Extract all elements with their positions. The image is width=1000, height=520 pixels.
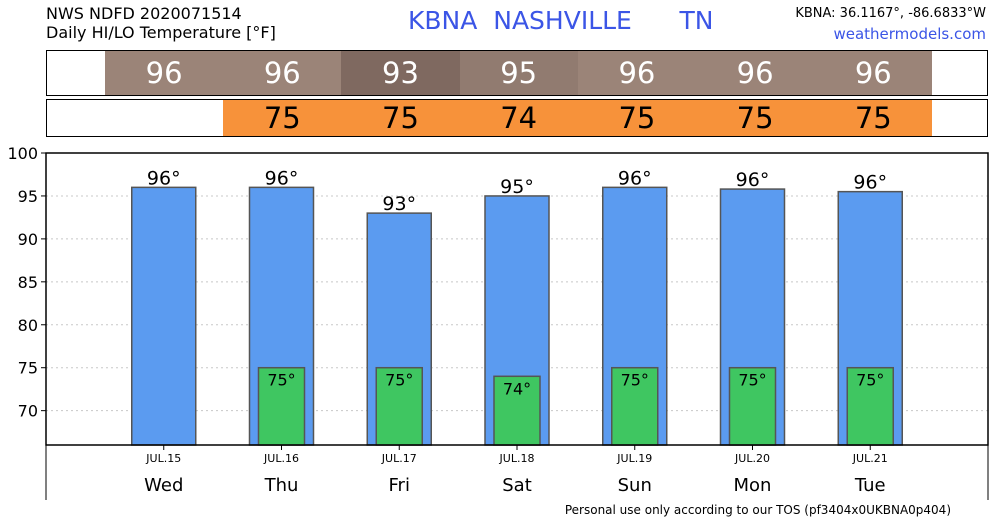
hi-cell-1: 96: [105, 51, 224, 95]
station-title: KBNA NASHVILLE TN: [408, 6, 714, 35]
lo-bar: [493, 375, 541, 446]
hi-cell-5: 96: [577, 51, 696, 95]
lo-value-label: 74°: [503, 379, 531, 398]
hi-value-label: 96°: [853, 172, 887, 194]
lo-bar: [611, 366, 659, 446]
x-date-label: JUL.20: [734, 452, 770, 465]
x-date-label: JUL.16: [263, 452, 299, 465]
y-tick-label: 95: [18, 187, 38, 206]
header-info: NWS NDFD 2020071514 Daily HI/LO Temperat…: [46, 4, 276, 42]
y-tick-label: 85: [18, 273, 38, 292]
x-date-label: JUL.19: [616, 452, 652, 465]
lo-value-label: 75°: [621, 371, 649, 390]
hi-cell-7: 96: [814, 51, 933, 95]
hi-value-label: 95°: [500, 176, 534, 198]
hi-value-label: 93°: [382, 193, 416, 215]
hi-cell-2: 96: [223, 51, 342, 95]
lo-cell-3: 75: [341, 100, 460, 136]
y-tick-label: 75: [18, 359, 38, 378]
lo-temperature-band: 75 75 74 75 75 75: [46, 99, 988, 137]
x-date-label: JUL.21: [852, 452, 888, 465]
lo-value-label: 75°: [738, 371, 766, 390]
x-day-label: Wed: [144, 475, 183, 496]
x-day-label: Sun: [618, 475, 652, 496]
product-label: Daily HI/LO Temperature [°F]: [46, 23, 276, 42]
hi-cell-4: 95: [459, 51, 578, 95]
lo-bar: [728, 366, 777, 446]
hi-value-label: 96°: [265, 167, 299, 189]
lo-cell-5: 75: [577, 100, 696, 136]
lo-bar: [846, 366, 894, 446]
x-date-label: JUL.17: [381, 452, 417, 465]
y-tick-label: 90: [18, 230, 38, 249]
lo-cell-4: 74: [459, 100, 578, 136]
hi-value-label: 96°: [618, 167, 652, 189]
lo-value-label: 75°: [385, 371, 413, 390]
lo-cell-2: 75: [223, 100, 342, 136]
x-day-label: Tue: [854, 475, 886, 496]
x-day-label: Sat: [502, 475, 532, 496]
x-date-label: JUL.18: [499, 452, 535, 465]
footer-note: Personal use only according to our TOS (…: [564, 503, 951, 517]
hi-value-label: 96°: [147, 167, 181, 189]
header-right: KBNA: 36.1167°, -86.6833°W weathermodels…: [795, 4, 986, 44]
x-day-label: Fri: [389, 475, 410, 496]
y-tick-label: 70: [18, 402, 38, 421]
y-tick-label: 80: [18, 316, 38, 335]
temperature-chart: 70 75 80 85 90 95 100 96° 96° 75° 93° 75° 95° 74° 96° 7…: [7, 144, 989, 500]
hi-bar: [131, 186, 197, 446]
lo-value-label: 75°: [267, 371, 295, 390]
lo-cell-7: 75: [814, 100, 933, 136]
hi-temperature-band: 96 96 93 95 96 96 96: [46, 50, 988, 96]
x-date-label: JUL.15: [145, 452, 181, 465]
coordinates: KBNA: 36.1167°, -86.6833°W: [795, 6, 986, 21]
lo-value-label: 75°: [856, 371, 884, 390]
x-day-label: Thu: [264, 475, 299, 496]
hi-value-label: 96°: [736, 169, 770, 191]
hi-cell-3: 93: [341, 51, 460, 95]
run-label: NWS NDFD 2020071514: [46, 4, 242, 23]
lo-bar: [257, 366, 306, 446]
lo-bar: [375, 366, 423, 446]
hi-cell-6: 96: [696, 51, 815, 95]
site-link[interactable]: weathermodels.com: [833, 25, 986, 43]
y-tick-label: 100: [7, 144, 38, 163]
x-day-label: Mon: [734, 475, 772, 496]
lo-cell-6: 75: [696, 100, 815, 136]
